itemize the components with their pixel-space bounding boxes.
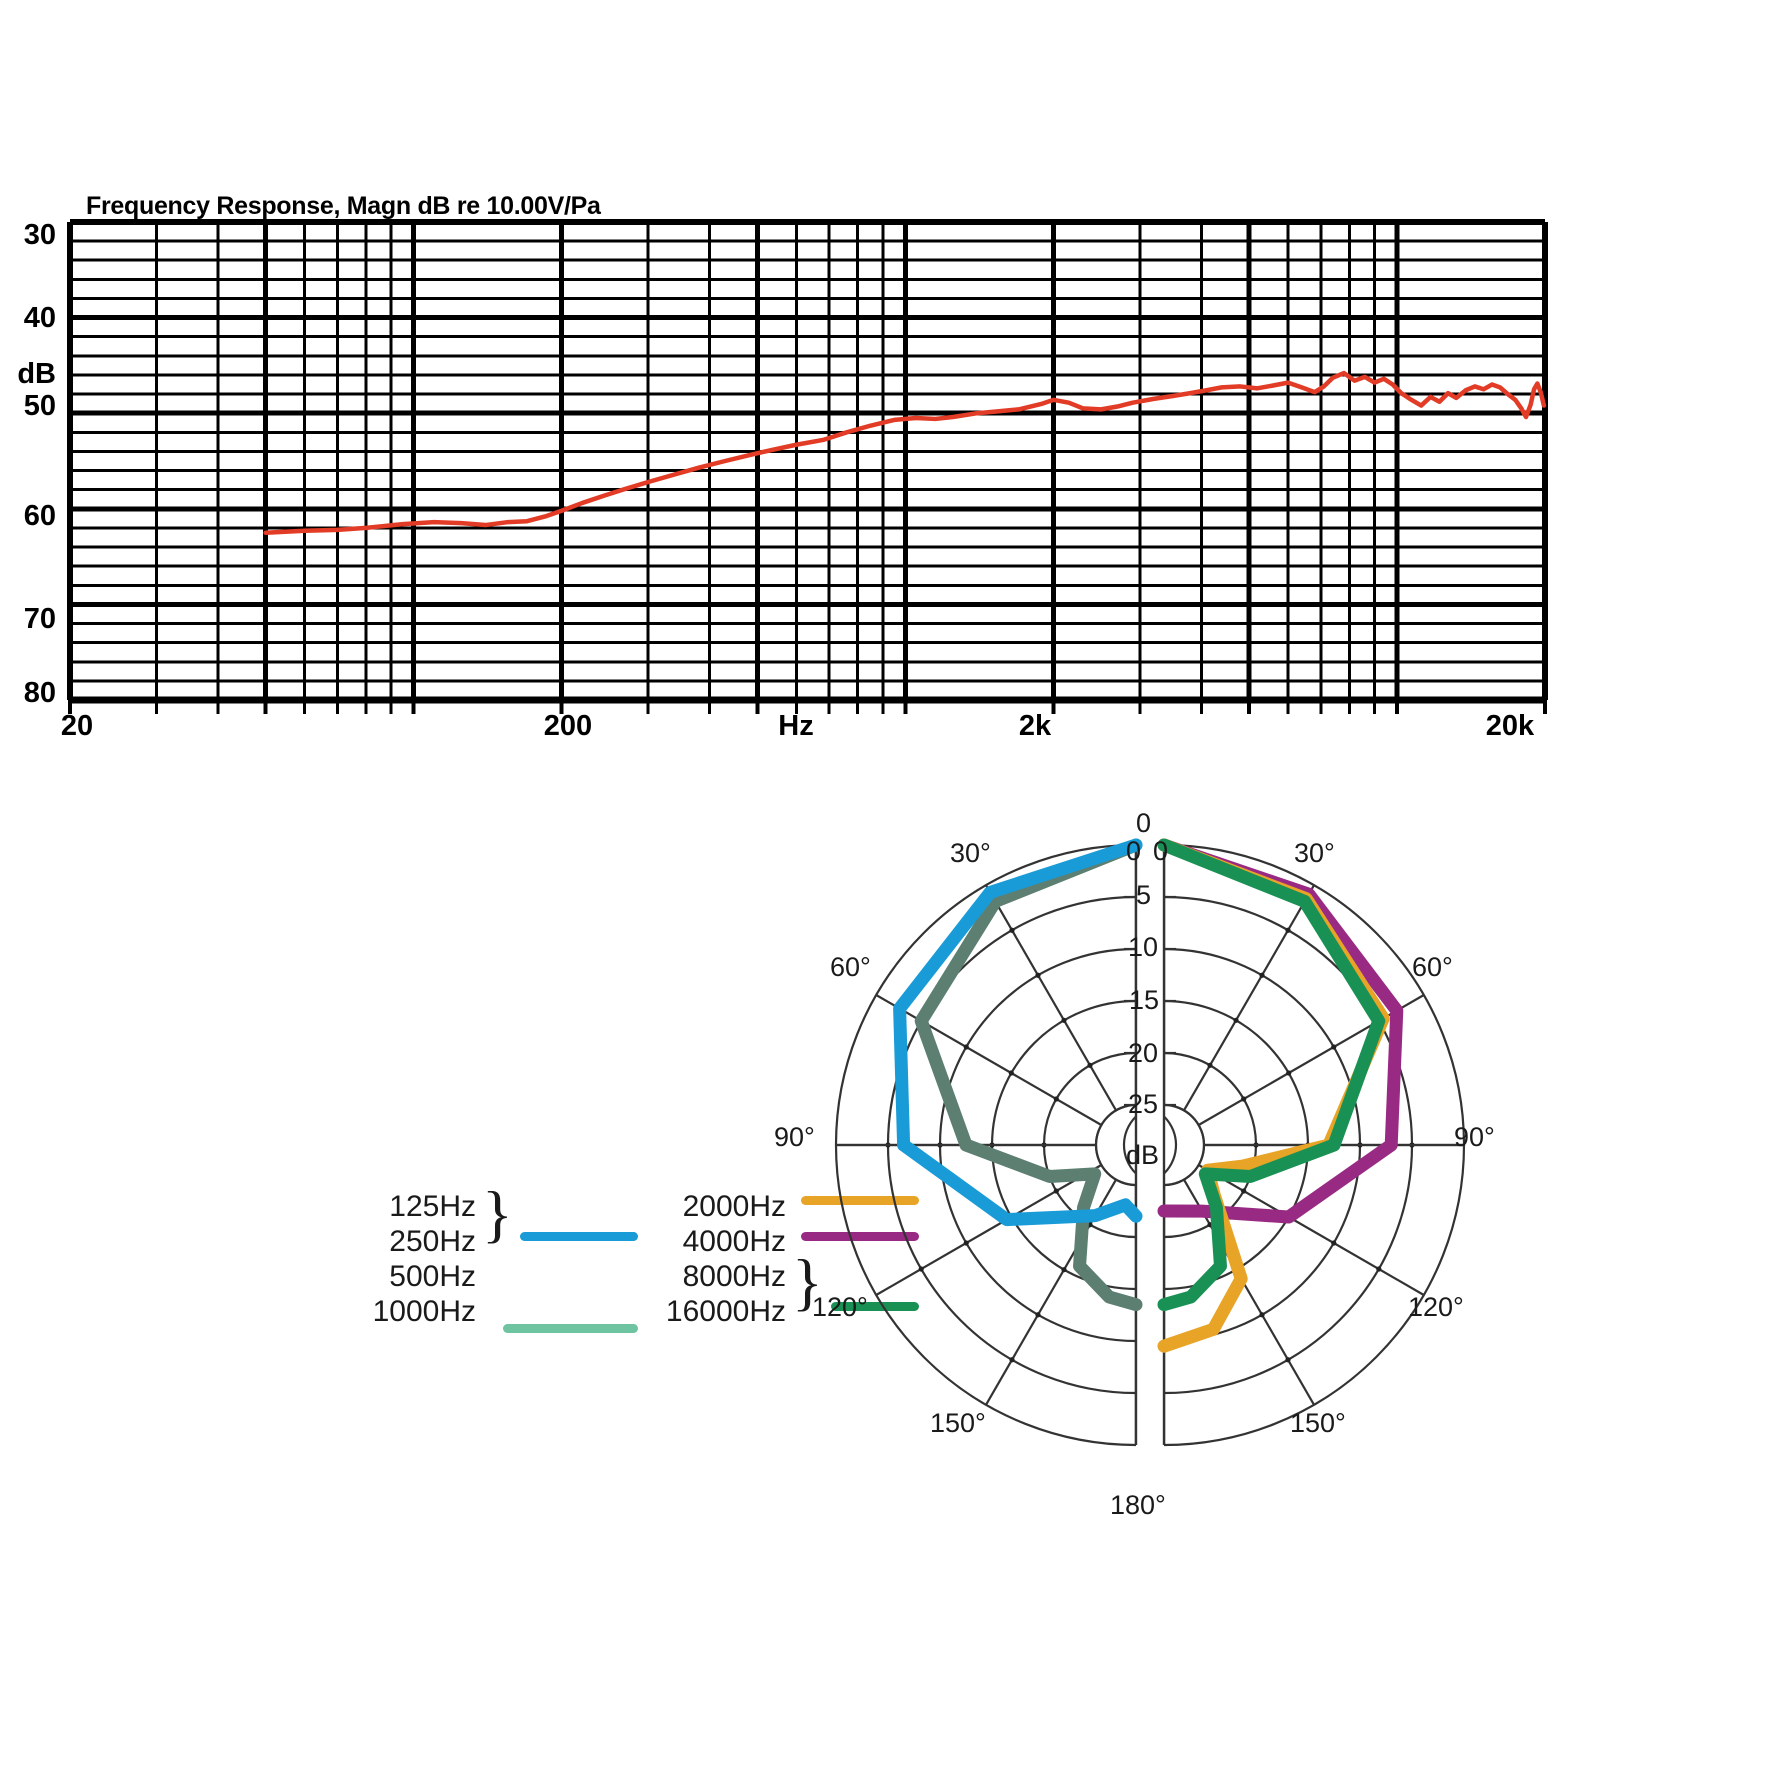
legend-item: 500Hz: [176, 1260, 476, 1295]
chart-title: Frequency Response, Magn dB re 10.00V/Pa: [86, 192, 601, 220]
legend-label: 4000Hz: [682, 1225, 786, 1258]
polar-plot: [834, 838, 1466, 1447]
legend-item: 250Hz: [176, 1225, 476, 1260]
y-tick-label: 50: [23, 390, 56, 422]
y-tick-label: 40: [23, 302, 56, 334]
legend-item: 4000Hz: [466, 1225, 786, 1260]
legend-label: 125Hz: [389, 1190, 476, 1223]
legend-item: 16000Hz: [466, 1295, 786, 1330]
polar-angle-label-right-30: 30°: [1294, 838, 1335, 868]
legend-brace-icon: }: [482, 1178, 513, 1249]
y-tick-label: 80: [23, 677, 56, 709]
polar-radial-tick: 15: [1129, 985, 1160, 1015]
frequency-response-plot: [67, 219, 1548, 714]
polar-angle-label-right-120: 120°: [1408, 1292, 1464, 1322]
polar-angle-label-right-90: 90°: [1454, 1122, 1495, 1152]
legend-item: 125Hz: [176, 1190, 476, 1225]
legend-column-left: 125Hz 250Hz 500Hz 1000Hz: [176, 1190, 476, 1330]
polar-radial-tick: 25: [1128, 1089, 1159, 1119]
polar-angle-label-left-30: 30°: [950, 838, 991, 868]
legend-brace-icon: }: [792, 1246, 823, 1317]
polar-radial-axis-label: dB: [1126, 1140, 1160, 1170]
legend-column-right: 2000Hz 4000Hz 8000Hz 16000Hz: [466, 1190, 786, 1330]
x-tick-label: 200: [543, 710, 593, 742]
legend-item: 8000Hz: [466, 1260, 786, 1295]
x-axis-label: Hz: [778, 710, 814, 742]
frequency-response-chart: Frequency Response, Magn dB re 10.00V/Pa…: [0, 0, 1772, 880]
polar-angle-label-right-60: 60°: [1412, 952, 1453, 982]
polar-bottom-label: 180°: [1110, 1490, 1166, 1520]
polar-zero-right: 0: [1153, 836, 1169, 866]
legend-label: 250Hz: [389, 1225, 476, 1258]
legend-swatch-2khz: [801, 1196, 919, 1205]
polar-response-chart: 0 0 0 5 10 15 20 25 dB 30° 60° 90° 120° …: [770, 800, 1530, 1560]
x-tick-label: 2k: [1018, 710, 1052, 742]
polar-angle-label-left-120: 120°: [812, 1292, 868, 1322]
legend-item: 2000Hz: [466, 1190, 786, 1225]
legend: 125Hz 250Hz 500Hz 1000Hz } 2000Hz 4000Hz…: [176, 1182, 919, 1360]
polar-angle-label-right-150: 150°: [1290, 1408, 1346, 1438]
legend-label: 16000Hz: [665, 1295, 786, 1328]
polar-angle-label-left-90: 90°: [774, 1122, 815, 1152]
polar-zero-left: 0: [1126, 836, 1142, 866]
legend-label: 1000Hz: [372, 1295, 476, 1328]
polar-radial-tick: 5: [1136, 880, 1152, 910]
legend-swatch-high-group: [831, 1302, 919, 1311]
polar-angle-label-left-150: 150°: [930, 1408, 986, 1438]
polar-radial-tick: 20: [1128, 1038, 1159, 1068]
x-tick-label: 20: [60, 710, 94, 742]
legend-item: 1000Hz: [176, 1295, 476, 1330]
y-axis-label: dB: [17, 358, 56, 390]
legend-swatch-low-group: [520, 1232, 638, 1241]
y-tick-label: 70: [23, 603, 56, 635]
legend-swatch-4khz: [801, 1232, 919, 1241]
legend-label: 2000Hz: [682, 1190, 786, 1223]
polar-top-label: 0: [1136, 808, 1152, 838]
polar-radial-tick: 10: [1128, 932, 1159, 962]
y-tick-label: 60: [23, 500, 56, 532]
legend-swatch-1khz: [503, 1324, 638, 1333]
polar-angle-label-left-60: 60°: [830, 952, 871, 982]
legend-label: 500Hz: [389, 1260, 476, 1293]
y-tick-label: 30: [23, 219, 56, 251]
x-tick-label: 20k: [1485, 710, 1535, 742]
legend-label: 8000Hz: [682, 1260, 786, 1293]
